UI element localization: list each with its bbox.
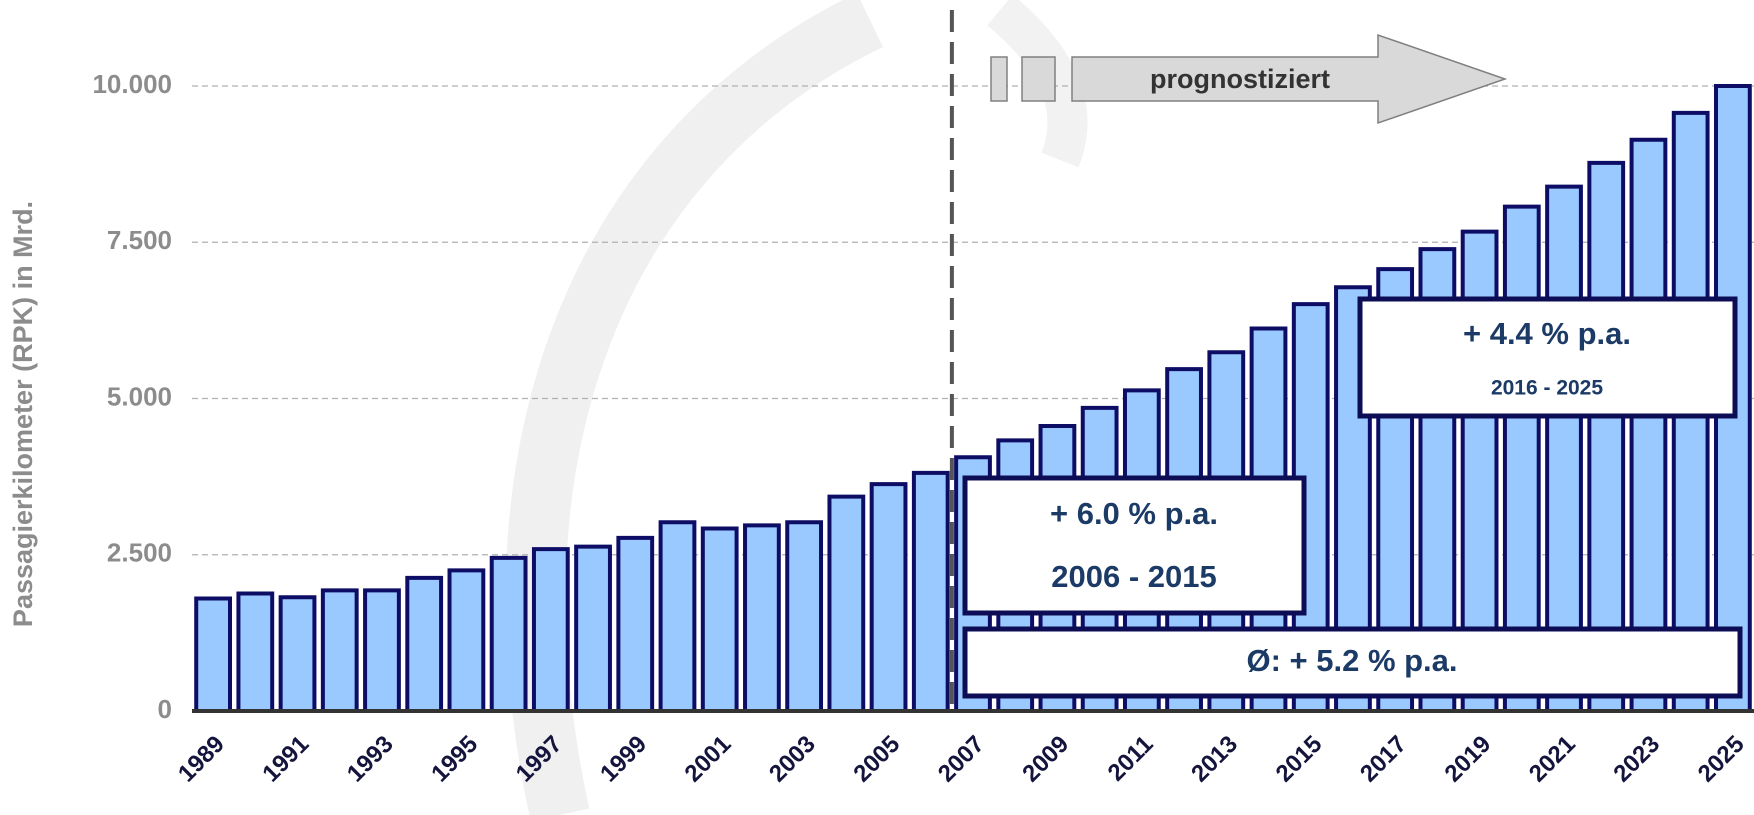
x-tick-label: 1999 [595,731,652,788]
bar [658,520,697,713]
annotation-box [962,475,1307,616]
bar [827,494,866,713]
x-tick-label: 2001 [680,731,737,788]
x-tick-label: 1995 [426,731,483,788]
x-tick-label: 1989 [173,731,230,788]
x-tick-label: 1993 [342,731,399,788]
x-tick-label: 2025 [1693,731,1750,788]
y-tick-label: 0 [158,694,172,724]
bar [869,482,908,713]
forecast-block [990,56,1008,102]
y-tick-label: 7.500 [107,225,172,255]
bar [1629,137,1668,713]
x-tick-label: 2023 [1608,731,1665,788]
x-tick-label: 2013 [1186,731,1243,788]
bar [405,575,444,713]
x-tick-label: 2017 [1355,731,1412,788]
x-tick-label: 2011 [1103,731,1159,787]
forecast-arrow [1071,33,1508,125]
x-tick-label: 2003 [764,731,821,788]
bar [236,591,275,713]
x-tick-label: 1991 [257,731,314,788]
bar [194,596,232,713]
bar [363,588,401,713]
x-tick-label: 2021 [1524,731,1581,788]
bar [911,470,950,713]
x-tick-label: 2009 [1017,731,1074,788]
overlay: prognostiziert + 6.0 % p.a. 2006 - 2015 … [962,33,1743,699]
y-tick-label: 2.500 [107,538,172,568]
y-axis-title: Passagierkilometer (RPK) in Mrd. [8,201,38,627]
bar [785,520,824,713]
bar [278,595,317,713]
bar [616,535,655,713]
annotation-rate: + 6.0 % p.a. [1050,496,1218,531]
y-tick-label: 5.000 [107,381,172,411]
x-tick-label: 2005 [848,731,905,788]
bar [447,568,486,713]
annotation-average: Ø: + 5.2 % p.a. [1246,643,1457,678]
bar [1545,184,1583,713]
x-tick-label: 2015 [1271,731,1328,788]
bar [1587,160,1626,713]
forecast-block [1021,56,1056,102]
bar [320,588,359,713]
background-swoosh [987,0,1088,168]
x-tick-label: 2019 [1439,731,1496,788]
forecast-label: prognostiziert [1150,64,1330,94]
bar [574,544,612,713]
bar [531,547,570,713]
bar [743,523,781,713]
y-tick-label: 10.000 [92,69,172,99]
annotation-period: 2006 - 2015 [1051,559,1216,594]
annotation-box [962,626,1743,699]
annotation-box [1357,296,1738,419]
bar [489,555,528,713]
annotation-period: 2016 - 2025 [1491,377,1603,400]
bar [700,526,739,713]
annotation-rate: + 4.4 % p.a. [1463,316,1631,351]
x-tick-label: 2007 [933,731,990,788]
